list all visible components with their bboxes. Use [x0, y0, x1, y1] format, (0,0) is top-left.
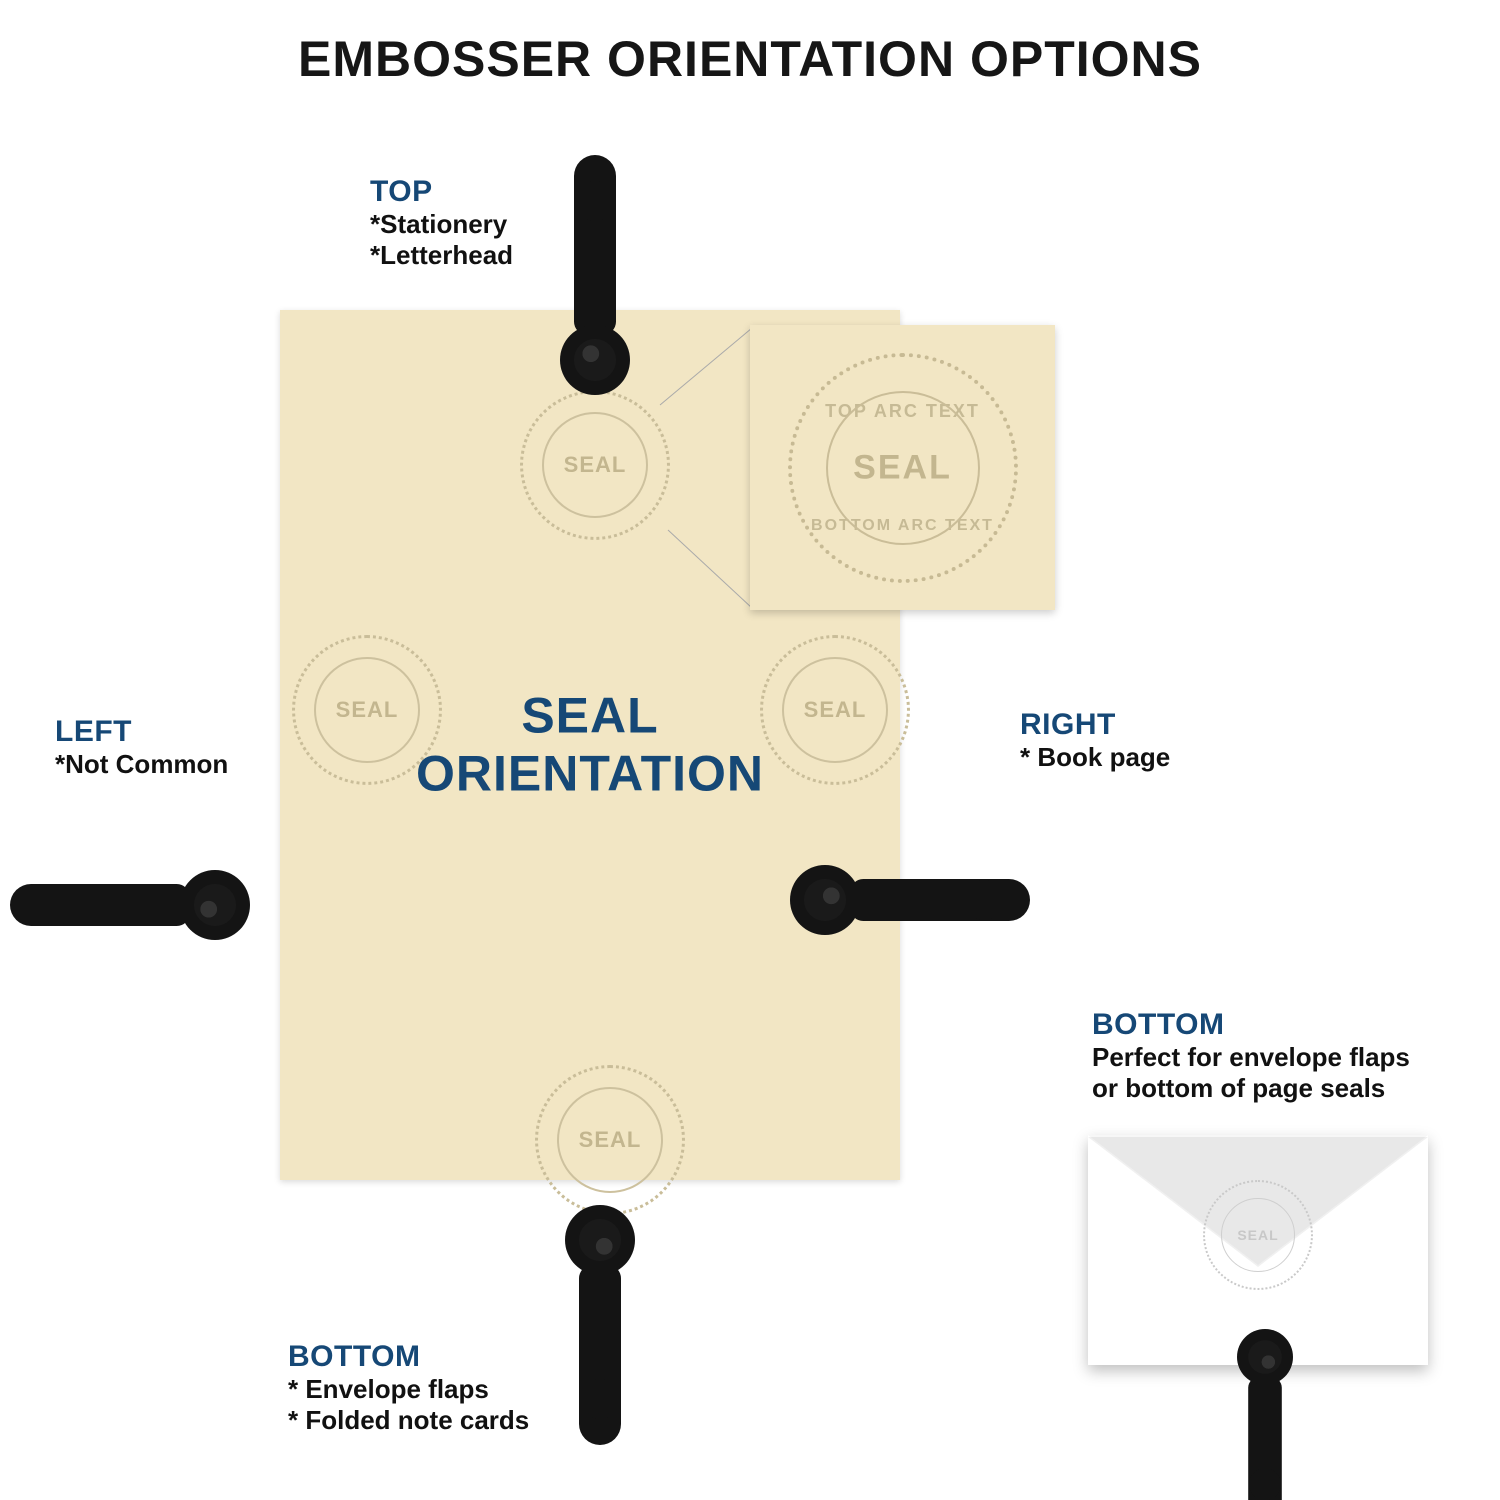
embosser-clamp-bottom: [560, 1205, 640, 1445]
embosser-clamp-right: [790, 860, 1030, 940]
seal-imprint-right: SEAL: [760, 635, 910, 785]
envelope-seal-text: SEAL: [1237, 1227, 1278, 1243]
embosser-clamp-left: [10, 865, 250, 945]
label-top: TOP *Stationery *Letterhead: [370, 175, 513, 271]
label-left-line1: *Not Common: [55, 749, 228, 780]
seal-imprint-left: SEAL: [292, 635, 442, 785]
label-bottom-paper: BOTTOM * Envelope flaps * Folded note ca…: [288, 1340, 529, 1436]
label-bottom-paper-line1: * Envelope flaps: [288, 1374, 529, 1405]
label-bottom-paper-head: BOTTOM: [288, 1340, 529, 1374]
paper-center-line1: SEAL: [416, 688, 764, 746]
embosser-clamp-envelope: [1233, 1329, 1297, 1500]
seal-text: SEAL: [564, 452, 627, 478]
infographic-stage: EMBOSSER ORIENTATION OPTIONS SEAL ORIENT…: [0, 0, 1500, 1500]
paper-center-text: SEAL ORIENTATION: [416, 688, 764, 803]
label-bottom-paper-line2: * Folded note cards: [288, 1405, 529, 1436]
seal-text: SEAL: [336, 697, 399, 723]
zoom-arc-top: TOP ARC TEXT: [788, 401, 1018, 422]
embosser-clamp-top: [555, 155, 635, 395]
label-top-head: TOP: [370, 175, 513, 209]
seal-imprint-bottom: SEAL: [535, 1065, 685, 1215]
paper-center-line2: ORIENTATION: [416, 745, 764, 803]
label-bottom-envelope: BOTTOM Perfect for envelope flaps or bot…: [1092, 1008, 1410, 1104]
label-bottom-env-line2: or bottom of page seals: [1092, 1073, 1410, 1104]
envelope-seal: SEAL: [1203, 1180, 1313, 1290]
label-left: LEFT *Not Common: [55, 715, 228, 780]
zoom-seal: TOP ARC TEXT SEAL BOTTOM ARC TEXT: [788, 353, 1018, 583]
seal-text: SEAL: [804, 697, 867, 723]
label-bottom-env-head: BOTTOM: [1092, 1008, 1410, 1042]
label-right: RIGHT * Book page: [1020, 708, 1170, 773]
label-right-line1: * Book page: [1020, 742, 1170, 773]
main-title: EMBOSSER ORIENTATION OPTIONS: [0, 30, 1500, 88]
zoom-inset-panel: TOP ARC TEXT SEAL BOTTOM ARC TEXT: [750, 325, 1055, 610]
seal-text: SEAL: [579, 1127, 642, 1153]
seal-imprint-top: SEAL: [520, 390, 670, 540]
zoom-arc-bottom: BOTTOM ARC TEXT: [788, 517, 1018, 535]
label-bottom-env-line1: Perfect for envelope flaps: [1092, 1042, 1410, 1073]
label-top-line1: *Stationery: [370, 209, 513, 240]
label-top-line2: *Letterhead: [370, 240, 513, 271]
label-left-head: LEFT: [55, 715, 228, 749]
zoom-seal-center: SEAL: [853, 448, 952, 487]
label-right-head: RIGHT: [1020, 708, 1170, 742]
